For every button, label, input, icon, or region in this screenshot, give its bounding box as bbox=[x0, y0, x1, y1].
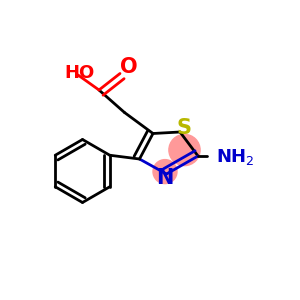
Text: O: O bbox=[120, 57, 138, 76]
Text: N: N bbox=[156, 168, 173, 188]
Text: S: S bbox=[176, 118, 191, 138]
Text: NH$_2$: NH$_2$ bbox=[216, 147, 255, 166]
Circle shape bbox=[153, 160, 177, 184]
Circle shape bbox=[169, 134, 200, 166]
Text: HO: HO bbox=[64, 64, 95, 82]
